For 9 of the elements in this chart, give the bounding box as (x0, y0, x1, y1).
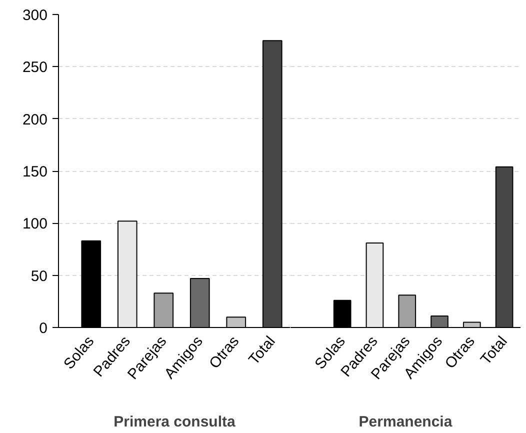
y-tick-label: 250 (22, 59, 48, 76)
y-tick-label: 200 (22, 111, 48, 128)
x-axis-title: Primera consulta (114, 413, 236, 430)
y-tick-label: 100 (22, 216, 48, 233)
x-axis-title: Permanencia (358, 413, 453, 430)
y-tick-label: 150 (22, 164, 48, 180)
y-tick-label: 0 (39, 320, 48, 337)
y-tick-label: 300 (22, 7, 48, 24)
y-tick-label: 50 (30, 268, 48, 285)
